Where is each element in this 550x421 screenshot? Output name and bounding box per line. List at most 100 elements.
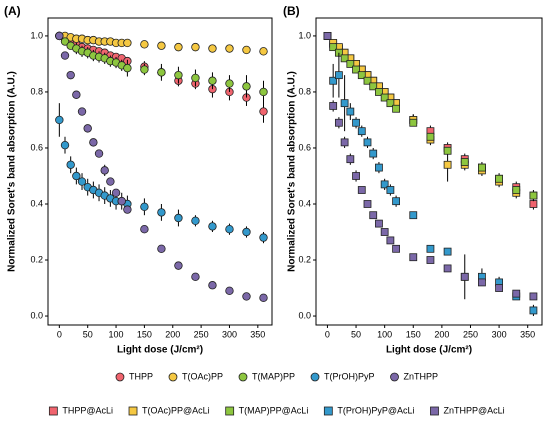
legend-label: T(PrOH)PyP (324, 371, 375, 381)
point (529, 191, 538, 200)
point (478, 163, 486, 172)
point (225, 225, 234, 234)
point (340, 138, 349, 147)
point (225, 286, 234, 296)
point (409, 118, 418, 127)
point (259, 233, 268, 242)
x-tick-label: 100 (109, 329, 124, 339)
point (55, 31, 64, 41)
point (191, 73, 200, 83)
x-tick-label: 100 (377, 329, 392, 339)
point (346, 155, 355, 164)
legend-label: THPP (129, 371, 153, 381)
x-tick-label: 350 (250, 329, 265, 339)
point (369, 211, 378, 220)
plot-frame (315, 17, 543, 326)
panel-title: (B) (283, 4, 300, 18)
legend-marker (225, 406, 235, 416)
point (157, 244, 166, 254)
point (323, 32, 332, 40)
point (208, 76, 217, 85)
point (191, 272, 200, 282)
y-tick-label: 0.6 (298, 142, 311, 152)
point (443, 160, 452, 169)
point (89, 138, 98, 147)
legend-label: ZnTHPP@AcLi (443, 405, 504, 415)
legend: THPP T(OAc)PP T(MAP)PP T(PrOH)PyP ZnTHPP (115, 371, 439, 382)
x-tick-label: 300 (222, 329, 237, 339)
point (191, 42, 200, 52)
point (77, 107, 87, 116)
y-axis-label: Normalized Soret's band absorption (A.U.… (7, 71, 18, 272)
y-tick-label: 0.8 (298, 86, 311, 96)
point (443, 247, 452, 256)
point (140, 40, 149, 49)
legend-label: ZnTHPP (404, 371, 439, 381)
point (66, 160, 75, 169)
y-tick-label: 1.0 (298, 30, 311, 40)
x-tick-label: 350 (520, 329, 535, 339)
point (77, 177, 87, 186)
point (375, 219, 383, 228)
point (242, 45, 251, 55)
point (111, 188, 121, 197)
point (352, 172, 360, 180)
y-tick-label: 0.0 (298, 310, 311, 320)
x-tick-label: 0 (57, 329, 62, 339)
y-tick-label: 0.4 (298, 198, 311, 208)
point (380, 228, 389, 236)
legend-label: T(MAP)PP@AcLi (239, 405, 309, 415)
point (409, 253, 418, 262)
legend-label: T(MAP)PP (252, 371, 295, 381)
point (123, 38, 132, 48)
point (369, 149, 378, 158)
point (386, 186, 395, 194)
point (426, 132, 435, 141)
legend-marker (430, 406, 439, 416)
legend: THPP@AcLi T(OAc)PP@AcLi T(MAP)PP@AcLi T(PrO… (48, 405, 505, 416)
point (357, 127, 366, 136)
point (329, 43, 338, 52)
point (369, 82, 378, 91)
point (174, 70, 183, 80)
point (495, 284, 503, 292)
point (191, 216, 200, 225)
point (495, 174, 503, 183)
point (60, 140, 70, 150)
point (242, 227, 251, 237)
point (117, 196, 126, 206)
point (363, 200, 372, 208)
point (106, 177, 115, 186)
y-tick-label: 0.8 (30, 86, 43, 96)
point (443, 146, 452, 155)
point (208, 281, 217, 290)
legend-marker (115, 372, 125, 382)
legend-marker (238, 372, 248, 382)
point (174, 261, 183, 270)
point (340, 54, 349, 63)
point (529, 200, 538, 208)
point (357, 71, 366, 80)
point (100, 166, 109, 175)
legend-label: T(OAc)PP (182, 371, 223, 381)
point (529, 306, 538, 315)
legend-marker (323, 406, 333, 416)
y-axis-label: Normalized Soret's band absorption (A.U.… (287, 71, 298, 272)
point (259, 107, 268, 116)
panel-title: (A) (4, 4, 21, 18)
point (259, 87, 268, 97)
x-tick-label: 50 (83, 329, 93, 339)
x-axis-label: Light dose (J/cm²) (117, 345, 203, 356)
point (529, 292, 538, 301)
point (72, 90, 81, 99)
point (334, 118, 343, 127)
y-tick-label: 0.6 (30, 142, 43, 152)
y-tick-label: 0.0 (30, 310, 43, 320)
point (329, 76, 338, 85)
point (174, 213, 183, 223)
point (140, 202, 149, 211)
point (386, 236, 395, 245)
point (60, 37, 70, 46)
x-tick-label: 150 (137, 329, 152, 339)
y-tick-label: 1.0 (30, 30, 43, 40)
